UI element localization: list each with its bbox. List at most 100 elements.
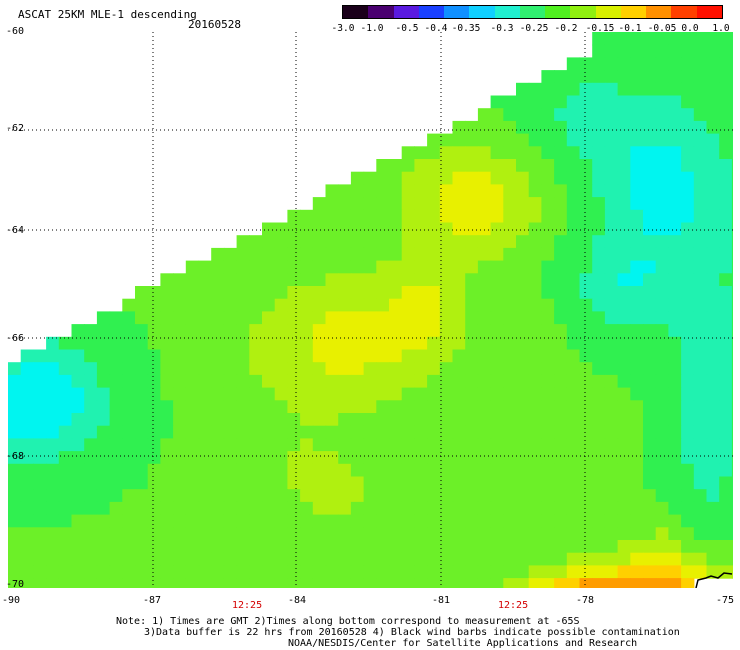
wind-cell <box>681 70 695 84</box>
wind-cell <box>681 44 695 58</box>
wind-cell <box>376 184 390 198</box>
wind-cell <box>147 387 161 401</box>
wind-cell <box>389 184 403 198</box>
wind-cell <box>58 374 73 389</box>
wind-cell <box>185 374 200 389</box>
wind-cell <box>604 273 619 287</box>
wind-cell <box>350 362 365 376</box>
wind-cell <box>528 438 542 452</box>
wind-cell <box>681 108 695 122</box>
wind-cell <box>427 311 441 325</box>
wind-cell <box>262 311 276 325</box>
wind-cell <box>477 463 492 478</box>
wind-cell <box>465 489 479 503</box>
wind-cell <box>617 349 631 363</box>
wind-cell <box>211 413 225 427</box>
wind-cell <box>236 565 250 579</box>
wind-cell <box>630 95 644 109</box>
wind-cell <box>363 362 377 376</box>
wind-cell <box>490 438 504 452</box>
wind-cell <box>554 171 568 185</box>
wind-cell <box>604 565 619 579</box>
wind-cell <box>389 387 403 401</box>
wind-cell <box>731 336 733 351</box>
wind-cell <box>249 298 263 312</box>
wind-cell <box>427 565 441 579</box>
wind-cell <box>262 400 276 414</box>
wind-cell <box>516 184 530 198</box>
wind-cell <box>185 311 200 325</box>
wind-cell <box>630 565 644 579</box>
wind-cell <box>274 463 288 478</box>
wind-cell <box>477 286 492 300</box>
wind-cell <box>477 260 492 274</box>
wind-cell <box>592 273 606 287</box>
wind-cell <box>71 463 85 478</box>
wind-cell <box>135 451 149 465</box>
wind-cell <box>566 552 581 566</box>
wind-cell <box>706 374 720 389</box>
wind-cell <box>325 349 339 363</box>
wind-cell <box>376 247 390 262</box>
wind-cell <box>503 108 517 122</box>
wind-cell <box>300 247 314 262</box>
wind-cell <box>274 514 288 528</box>
wind-cell <box>693 527 708 541</box>
wind-cell <box>312 463 327 478</box>
wind-cell <box>389 476 403 490</box>
wind-cell <box>681 552 695 566</box>
wind-cell <box>503 451 517 465</box>
wind-cell <box>300 235 314 249</box>
wind-cell <box>706 82 720 97</box>
wind-cell <box>655 44 669 58</box>
wind-cell <box>579 400 593 414</box>
wind-cell <box>46 362 60 376</box>
wind-cell <box>300 324 314 338</box>
wind-cell <box>731 260 733 274</box>
wind-cell <box>160 565 174 579</box>
wind-cell <box>693 540 708 554</box>
wind-cell <box>541 578 555 588</box>
wind-cell <box>96 324 111 338</box>
wind-cell <box>427 286 441 300</box>
wind-cell <box>452 336 466 351</box>
wind-cell <box>20 374 34 389</box>
wind-cell <box>554 209 568 224</box>
wind-cell <box>160 336 174 351</box>
wind-cell <box>338 438 352 452</box>
wind-cell <box>706 501 720 516</box>
wind-cell <box>477 336 492 351</box>
wind-cell <box>427 247 441 262</box>
wind-cell <box>706 171 720 185</box>
wind-cell <box>274 578 288 588</box>
wind-cell <box>490 95 504 109</box>
wind-cell <box>617 273 631 287</box>
wind-cell <box>681 489 695 503</box>
wind-cell <box>604 578 619 588</box>
wind-cell <box>592 197 606 211</box>
wind-cell <box>592 413 606 427</box>
wind-cell <box>236 400 250 414</box>
wind-cell <box>452 311 466 325</box>
wind-cell <box>46 514 60 528</box>
wind-cell <box>731 82 733 97</box>
wind-cell <box>414 501 428 516</box>
wind-cell <box>300 298 314 312</box>
wind-cell <box>338 565 352 579</box>
wind-cell <box>211 540 225 554</box>
wind-cell <box>541 387 555 401</box>
wind-cell <box>681 438 695 452</box>
wind-cell <box>693 159 708 173</box>
wind-cell <box>160 451 174 465</box>
wind-cell <box>731 146 733 160</box>
wind-map[interactable] <box>8 32 733 588</box>
wind-cell <box>223 501 238 516</box>
wind-cell <box>706 70 720 84</box>
wind-cell <box>731 552 733 566</box>
wind-cell <box>503 95 517 109</box>
wind-cell <box>427 400 441 414</box>
wind-cell <box>173 552 187 566</box>
wind-cell <box>401 311 415 325</box>
note-line-2: 3)Data buffer is 22 hrs from 20160528 4)… <box>144 627 680 638</box>
wind-cell <box>681 32 695 46</box>
